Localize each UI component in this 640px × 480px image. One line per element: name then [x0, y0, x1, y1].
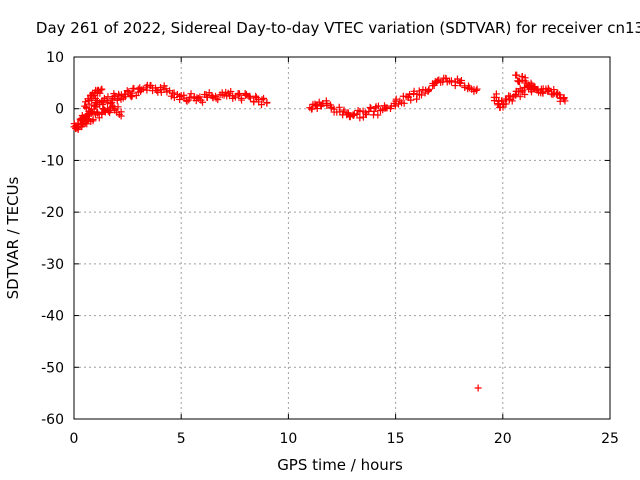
data-point-fill [85, 111, 93, 119]
data-point-fill [374, 102, 382, 110]
data-point [104, 107, 112, 115]
data-point-fill [242, 91, 250, 99]
data-point-fill [92, 94, 100, 102]
data-point-fill [350, 111, 358, 119]
data-point-fill [457, 77, 465, 85]
data-point-fill [82, 104, 90, 112]
x-tick-label: 20 [494, 431, 512, 447]
data-point-fill [394, 100, 402, 108]
x-tick-label: 5 [177, 431, 186, 447]
data-point [474, 384, 482, 392]
plot-frame [73, 56, 611, 420]
x-tick-label: 15 [387, 431, 405, 447]
data-point-fill [516, 93, 524, 101]
data-point-fill [238, 96, 246, 104]
y-axis-label: SDTVAR / TECUs [4, 176, 22, 299]
data-point-fill [199, 98, 207, 106]
data-point-fill [97, 86, 105, 94]
data-point-fill [258, 96, 266, 104]
y-tick-label: -40 [41, 309, 64, 325]
data-point-fill [556, 91, 564, 99]
data-point-fill [418, 91, 426, 99]
data-point-fill [89, 116, 97, 124]
data-point-fill [187, 90, 195, 98]
x-axis-label: GPS time / hours [277, 456, 403, 474]
data-point [561, 97, 569, 105]
grid-layer [74, 57, 610, 419]
data-point-fill [508, 97, 516, 105]
data-point-fill [400, 99, 408, 107]
y-tick-label: -10 [41, 153, 64, 169]
data-point [473, 85, 481, 93]
data-point-fill [170, 94, 178, 102]
data-point-fill [121, 93, 129, 101]
data-point-fill [515, 78, 523, 86]
data-point-fill [521, 90, 529, 98]
data-layer [70, 71, 569, 392]
data-point [117, 108, 125, 116]
data-point-fill [113, 96, 121, 104]
data-point-fill [260, 94, 268, 102]
data-point-fill [156, 83, 164, 91]
data-point-fill [227, 87, 235, 95]
y-tick-label: 0 [55, 102, 64, 118]
data-point-fill [114, 103, 122, 111]
data-point-fill [315, 98, 323, 106]
y-tick-label: -60 [41, 412, 64, 428]
x-tick-label: 25 [601, 431, 619, 447]
data-point-fill [425, 86, 433, 94]
data-point-fill [527, 79, 535, 87]
x-tick-label: 10 [279, 431, 297, 447]
data-point [246, 92, 254, 100]
data-point-fill [95, 114, 103, 122]
data-point-fill [406, 91, 414, 99]
data-point-fill [74, 124, 82, 132]
data-point-fill [125, 88, 133, 96]
data-point-fill [354, 106, 362, 114]
data-point-fill [183, 97, 191, 105]
data-point-fill [502, 100, 510, 108]
data-point-fill [196, 93, 204, 101]
data-point-fill [374, 111, 382, 119]
data-point [102, 96, 110, 104]
data-point-fill [130, 84, 138, 92]
data-point-fill [560, 94, 568, 102]
data-point-fill [340, 108, 348, 116]
y-tick-label: -20 [41, 205, 64, 221]
data-point-fill [123, 87, 131, 95]
data-point-fill [212, 94, 220, 102]
data-point-fill [518, 73, 526, 81]
data-point-fill [453, 75, 461, 83]
x-tick-label: 0 [70, 431, 79, 447]
data-point-fill [335, 103, 343, 111]
data-point-fill [356, 114, 364, 122]
y-tick-label: -30 [41, 257, 64, 273]
tick-layer: 0 5 10 15 20 25 10 0 -10 -20 -30 -40 -50 -60 [41, 50, 619, 447]
data-point-fill [162, 85, 170, 93]
data-point [531, 85, 539, 93]
data-point [98, 85, 106, 93]
y-tick-label: 10 [46, 50, 64, 66]
data-point-fill [410, 90, 418, 98]
data-point-fill [214, 96, 222, 104]
data-point-fill [85, 100, 93, 108]
data-point [370, 107, 378, 115]
y-tick-label: -50 [41, 360, 64, 376]
data-point-fill [544, 84, 552, 92]
data-point-fill [176, 96, 184, 104]
data-point-fill [234, 91, 242, 99]
data-point-fill [513, 71, 521, 79]
data-point-fill [96, 89, 104, 97]
data-point-fill [246, 94, 254, 102]
data-point-fill [442, 74, 450, 82]
data-point-fill [472, 86, 480, 94]
data-point-fill [193, 94, 201, 102]
data-point [263, 99, 271, 107]
chart-title: Day 261 of 2022, Sidereal Day-to-day VTE… [36, 19, 640, 37]
data-point-fill [519, 87, 527, 95]
data-point-fill [407, 96, 415, 104]
